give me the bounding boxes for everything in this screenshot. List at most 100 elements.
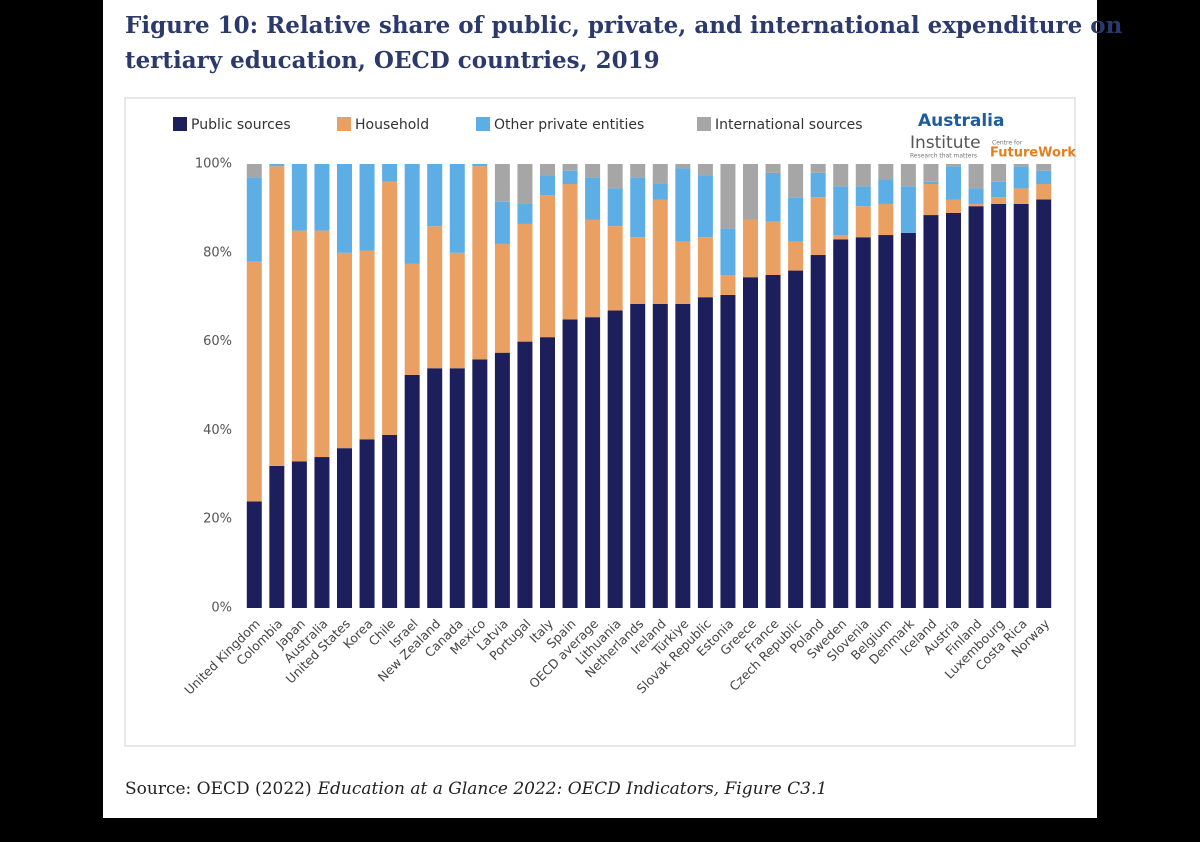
bar-segment (743, 164, 758, 220)
bar-segment (855, 186, 871, 207)
bar-segment (494, 243, 510, 353)
bar-segment (923, 215, 939, 608)
bar-segment (540, 195, 555, 338)
bar-segment (720, 164, 736, 229)
bar-segment (427, 368, 443, 608)
bar-segment (630, 177, 646, 238)
bar-segment (652, 199, 668, 304)
bar-segment (991, 203, 1007, 608)
bar-segment (607, 310, 623, 608)
bar-segment (675, 164, 691, 169)
bar-segment (697, 297, 713, 608)
bar-segment (517, 223, 533, 342)
bar-segment (472, 166, 488, 360)
bar-segment (833, 186, 849, 236)
logo: Australia Institute Research that matter… (910, 111, 1076, 161)
bar-segment (743, 219, 758, 278)
source-text: Source: OECD (2022) (125, 779, 312, 799)
bar-segment (923, 164, 939, 182)
bar-segment (855, 164, 871, 187)
bar-segment (607, 164, 623, 189)
bar-segment (337, 252, 352, 449)
source-title: Education at a Glance 2022: OECD Indicat… (317, 779, 828, 799)
bar-segment (900, 232, 916, 608)
legend-swatch (476, 117, 490, 131)
bar-segment (630, 164, 646, 178)
bar-segment (269, 166, 285, 466)
bar-segment (946, 164, 961, 167)
bar-segment (968, 206, 984, 608)
bar-segment (585, 164, 601, 178)
bar-segment (246, 177, 262, 262)
bar-segment (382, 181, 398, 435)
bar-segment (246, 501, 262, 608)
bar-segment (472, 164, 488, 167)
bar-segment (675, 303, 691, 608)
bar-segment (562, 319, 578, 608)
bar-segment (765, 221, 781, 275)
bar-segment (427, 226, 443, 369)
bar-segment (359, 164, 375, 251)
bar-segment (246, 164, 262, 178)
legend-label: International sources (715, 117, 863, 133)
bar-segment (697, 237, 713, 298)
bar-segment (449, 252, 465, 369)
bar-segment (359, 250, 375, 440)
bar-segment (427, 164, 443, 227)
bar-segment (1036, 199, 1052, 608)
bar-segment (246, 261, 262, 502)
bar-segment (855, 206, 871, 238)
logo-text: Australia (918, 111, 1005, 131)
bar-segment (765, 172, 781, 222)
bar-segment (900, 164, 916, 187)
bar-segment (991, 164, 1007, 182)
bar-segment (697, 175, 713, 238)
bar-segment (765, 275, 781, 608)
y-tick-label: 60% (203, 334, 232, 349)
bar-segment (517, 164, 533, 204)
bar-segment (540, 164, 555, 176)
bar-segment (810, 255, 826, 608)
legend-label: Other private entities (494, 117, 644, 133)
bar-segment (923, 183, 939, 216)
bar-segment (494, 201, 510, 244)
bar-segment (855, 237, 871, 608)
bar-segment (878, 164, 894, 180)
bar-segment (562, 170, 578, 184)
bar-segment (314, 164, 330, 231)
bar-segment (314, 457, 330, 608)
bar-segment (1036, 164, 1052, 171)
bar-segment (810, 172, 826, 198)
bar-segment (720, 275, 736, 295)
bar-segment (878, 179, 894, 204)
bar-segment (337, 164, 352, 253)
bar-segment (946, 212, 961, 608)
y-tick-label: 100% (195, 157, 232, 172)
bar-segment (675, 241, 691, 304)
bar-segment (833, 164, 849, 187)
bar-segment (517, 203, 533, 224)
bar-segment (1036, 183, 1052, 200)
title-line: tertiary education, OECD countries, 2019 (125, 47, 660, 74)
bar-segment (788, 241, 804, 271)
bar-segment (1013, 188, 1029, 204)
bar-segment (946, 199, 961, 213)
bar-segment (607, 226, 623, 311)
y-tick-label: 40% (203, 423, 232, 438)
bar-segment (585, 219, 601, 318)
y-tick-label: 0% (211, 601, 232, 616)
bar-segment (652, 183, 668, 200)
legend-label: Household (355, 117, 429, 133)
logo-text: Centre for (992, 140, 1023, 147)
bar-segment (1013, 164, 1029, 167)
bar-segment (517, 341, 533, 608)
bar-segment (494, 164, 510, 202)
bar-segment (833, 235, 849, 240)
bar-segment (675, 168, 691, 242)
bar-segment (810, 164, 826, 173)
bar-segment (540, 175, 555, 196)
bar-segment (1036, 170, 1052, 184)
bar-segment (946, 166, 961, 200)
bar-segment (630, 303, 646, 608)
bar-segment (991, 197, 1007, 204)
